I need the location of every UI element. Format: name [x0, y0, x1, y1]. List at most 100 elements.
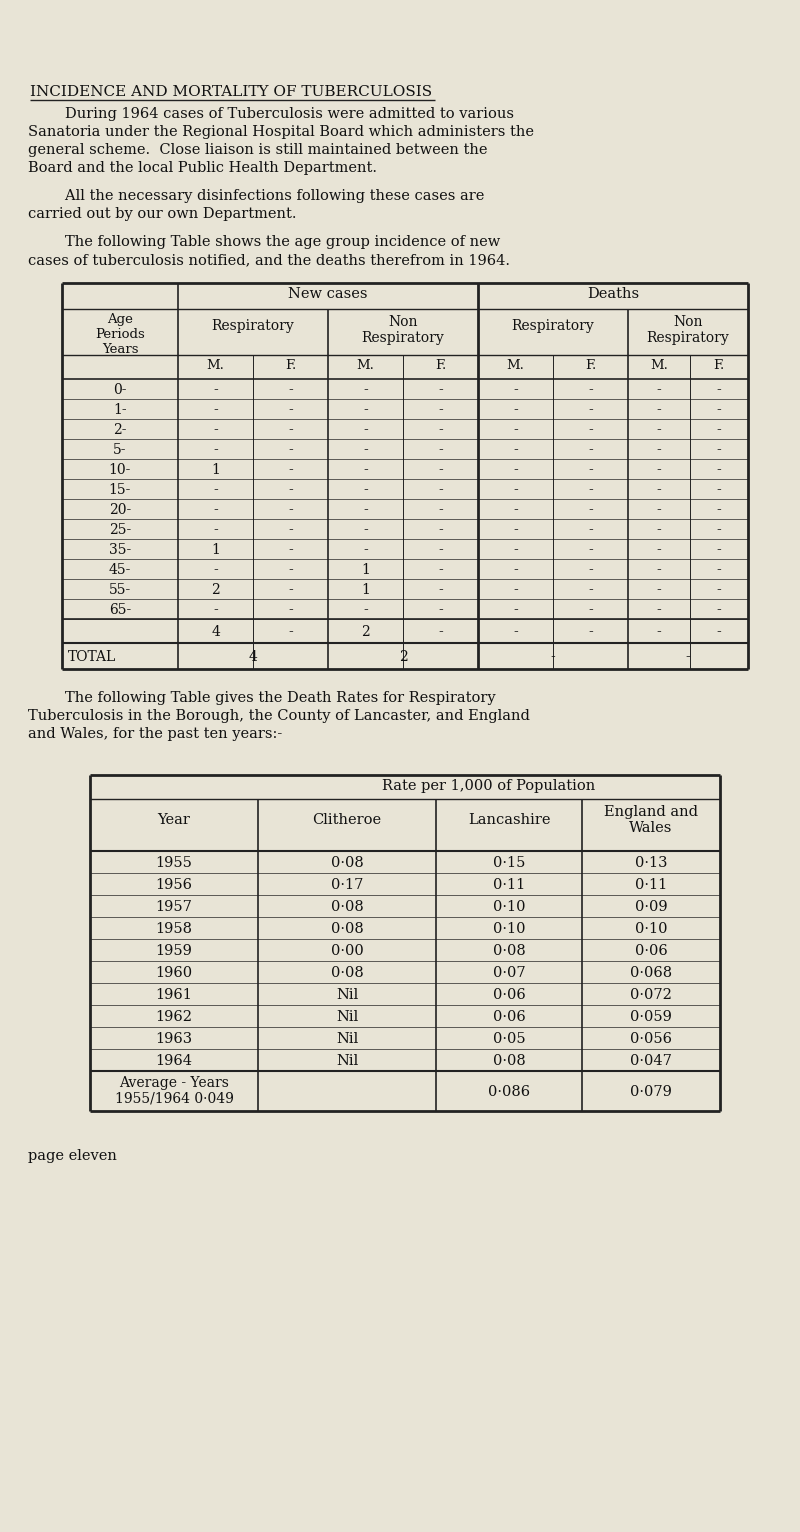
Text: -: -	[213, 562, 218, 578]
Text: 2: 2	[211, 584, 220, 597]
Text: -: -	[438, 625, 443, 639]
Text: 2: 2	[398, 650, 407, 663]
Text: 0·09: 0·09	[634, 899, 667, 915]
Text: -: -	[588, 463, 593, 476]
Text: 1960: 1960	[155, 967, 193, 980]
Text: Tuberculosis in the Borough, the County of Lancaster, and England: Tuberculosis in the Borough, the County …	[28, 709, 530, 723]
Text: -: -	[588, 383, 593, 397]
Text: -: -	[363, 443, 368, 457]
Text: -: -	[438, 423, 443, 437]
Text: 0·079: 0·079	[630, 1085, 672, 1098]
Text: 0·17: 0·17	[331, 878, 363, 892]
Text: -: -	[686, 650, 690, 663]
Text: Nil: Nil	[336, 1033, 358, 1046]
Text: -: -	[657, 463, 662, 476]
Text: 0·056: 0·056	[630, 1033, 672, 1046]
Text: 1961: 1961	[155, 988, 193, 1002]
Text: Rate per 1,000 of Population: Rate per 1,000 of Population	[382, 778, 596, 794]
Text: -: -	[513, 463, 518, 476]
Text: 0·15: 0·15	[493, 856, 525, 870]
Text: -: -	[438, 383, 443, 397]
Text: -: -	[288, 604, 293, 617]
Text: 15-: 15-	[109, 483, 131, 496]
Text: 20-: 20-	[109, 502, 131, 516]
Text: -: -	[717, 483, 722, 496]
Text: -: -	[657, 562, 662, 578]
Text: -: -	[588, 443, 593, 457]
Text: 1: 1	[211, 463, 220, 476]
Text: cases of tuberculosis notified, and the deaths therefrom in 1964.: cases of tuberculosis notified, and the …	[28, 253, 510, 267]
Text: The following Table shows the age group incidence of new: The following Table shows the age group …	[28, 234, 500, 250]
Text: 1-: 1-	[113, 403, 127, 417]
Text: 1964: 1964	[155, 1054, 193, 1068]
Text: Respiratory: Respiratory	[512, 319, 594, 332]
Text: -: -	[717, 604, 722, 617]
Text: -: -	[438, 463, 443, 476]
Text: -: -	[717, 542, 722, 558]
Text: 0·06: 0·06	[634, 944, 667, 958]
Text: -: -	[363, 522, 368, 538]
Text: -: -	[438, 562, 443, 578]
Text: general scheme.  Close liaison is still maintained between the: general scheme. Close liaison is still m…	[28, 142, 487, 156]
Text: Respiratory: Respiratory	[212, 319, 294, 332]
Text: 0·00: 0·00	[330, 944, 363, 958]
Text: 0·047: 0·047	[630, 1054, 672, 1068]
Text: -: -	[288, 502, 293, 516]
Text: Year: Year	[158, 813, 190, 827]
Text: -: -	[717, 584, 722, 597]
Text: 0·05: 0·05	[493, 1033, 526, 1046]
Text: 0·10: 0·10	[493, 899, 526, 915]
Text: -: -	[588, 403, 593, 417]
Text: -: -	[363, 423, 368, 437]
Text: -: -	[550, 650, 555, 663]
Text: 0·08: 0·08	[330, 922, 363, 936]
Text: -: -	[588, 502, 593, 516]
Text: 2-: 2-	[114, 423, 126, 437]
Text: Non
Respiratory: Non Respiratory	[646, 316, 730, 345]
Text: Deaths: Deaths	[587, 286, 639, 300]
Text: -: -	[717, 443, 722, 457]
Text: INCIDENCE AND MORTALITY OF TUBERCULOSIS: INCIDENCE AND MORTALITY OF TUBERCULOSIS	[30, 84, 432, 100]
Text: 0·07: 0·07	[493, 967, 526, 980]
Text: M.: M.	[650, 358, 668, 372]
Text: 1: 1	[361, 584, 370, 597]
Text: 25-: 25-	[109, 522, 131, 538]
Text: Average - Years: Average - Years	[119, 1075, 229, 1089]
Text: -: -	[213, 443, 218, 457]
Text: -: -	[438, 403, 443, 417]
Text: -: -	[717, 463, 722, 476]
Text: -: -	[288, 522, 293, 538]
Text: 0·08: 0·08	[493, 944, 526, 958]
Text: 0·08: 0·08	[330, 856, 363, 870]
Text: Age
Periods
Years: Age Periods Years	[95, 313, 145, 355]
Text: -: -	[588, 625, 593, 639]
Text: M.: M.	[506, 358, 525, 372]
Text: M.: M.	[206, 358, 225, 372]
Text: -: -	[513, 542, 518, 558]
Text: -: -	[513, 522, 518, 538]
Text: -: -	[438, 502, 443, 516]
Text: F.: F.	[435, 358, 446, 372]
Text: -: -	[438, 443, 443, 457]
Text: -: -	[288, 625, 293, 639]
Text: -: -	[513, 443, 518, 457]
Text: 2: 2	[361, 625, 370, 639]
Text: 35-: 35-	[109, 542, 131, 558]
Text: -: -	[513, 383, 518, 397]
Text: -: -	[657, 625, 662, 639]
Text: -: -	[588, 542, 593, 558]
Text: -: -	[288, 562, 293, 578]
Text: 0·072: 0·072	[630, 988, 672, 1002]
Text: -: -	[717, 502, 722, 516]
Text: -: -	[438, 483, 443, 496]
Text: 10-: 10-	[109, 463, 131, 476]
Text: 1955: 1955	[155, 856, 193, 870]
Text: -: -	[363, 403, 368, 417]
Text: -: -	[513, 502, 518, 516]
Text: 0·08: 0·08	[493, 1054, 526, 1068]
Text: 4: 4	[249, 650, 258, 663]
Text: F.: F.	[285, 358, 296, 372]
Text: -: -	[657, 483, 662, 496]
Text: -: -	[717, 383, 722, 397]
Text: The following Table gives the Death Rates for Respiratory: The following Table gives the Death Rate…	[28, 691, 496, 705]
